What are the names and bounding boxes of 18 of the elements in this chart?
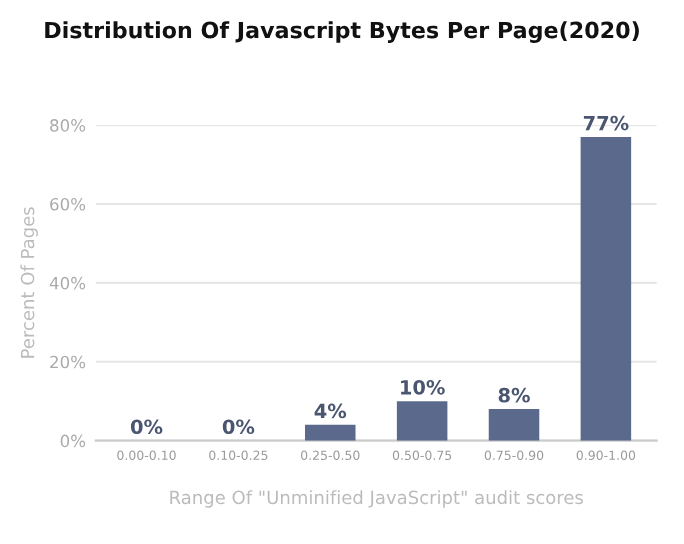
bar bbox=[396, 401, 448, 441]
x-axis-title: Range Of "Unminified JavaScript" audit scores bbox=[170, 490, 583, 508]
y-tick-label: 0% bbox=[60, 434, 86, 448]
y-axis-title: Percent Of Pages bbox=[20, 207, 38, 358]
y-tick-label: 20% bbox=[50, 355, 86, 369]
bar bbox=[305, 424, 356, 441]
bar bbox=[580, 136, 632, 441]
chart-title: Distribution Of Javascript Bytes Per Page(2020) bbox=[45, 21, 639, 43]
y-tick-label: 80% bbox=[50, 119, 86, 132]
data-label: 8% bbox=[498, 387, 530, 403]
data-label: 4% bbox=[314, 403, 347, 419]
data-label: 0% bbox=[222, 419, 255, 435]
data-label: 77% bbox=[583, 115, 629, 131]
data-label: 0% bbox=[130, 419, 163, 435]
y-tick-label: 60% bbox=[50, 197, 86, 211]
y-tick-label: 40% bbox=[49, 276, 86, 290]
bar bbox=[488, 409, 540, 441]
data-label: 10% bbox=[401, 379, 445, 395]
